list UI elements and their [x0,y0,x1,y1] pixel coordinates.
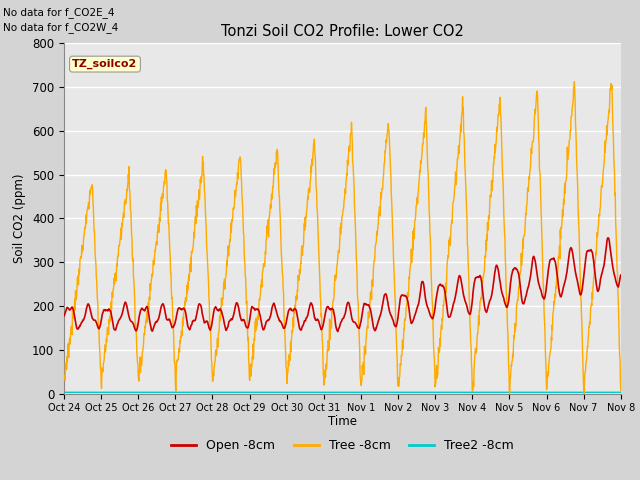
Tree2 -8cm [377,389,385,395]
Open -8cm [604,235,612,241]
Title: Tonzi Soil CO2 Profile: Lower CO2: Tonzi Soil CO2 Profile: Lower CO2 [221,24,464,39]
Tree -8cm [617,387,625,393]
Text: TZ_soilco2: TZ_soilco2 [72,59,138,69]
Tree -8cm [103,331,111,336]
Line: Open -8cm: Open -8cm [64,238,621,332]
Text: No data for f_CO2E_4: No data for f_CO2E_4 [3,7,115,18]
Open -8cm [308,301,316,307]
Open -8cm [103,307,111,313]
Open -8cm [126,316,134,322]
Tree -8cm [296,269,304,275]
Open -8cm [60,313,68,319]
Tree -8cm [506,391,513,396]
Tree -8cm [570,79,578,84]
Open -8cm [334,329,342,335]
Tree -8cm [377,190,385,195]
Tree2 -8cm [318,389,326,395]
Open -8cm [617,272,625,278]
Open -8cm [378,309,385,315]
X-axis label: Time: Time [328,415,357,428]
Tree -8cm [60,374,68,380]
Tree -8cm [126,187,134,193]
Legend: Open -8cm, Tree -8cm, Tree2 -8cm: Open -8cm, Tree -8cm, Tree2 -8cm [166,434,519,457]
Tree2 -8cm [103,389,111,395]
Line: Tree -8cm: Tree -8cm [64,82,621,394]
Tree2 -8cm [296,389,304,395]
Y-axis label: Soil CO2 (ppm): Soil CO2 (ppm) [13,174,26,263]
Tree2 -8cm [126,389,134,395]
Open -8cm [296,327,304,333]
Open -8cm [318,326,326,332]
Tree -8cm [308,156,316,162]
Tree2 -8cm [308,389,316,395]
Tree2 -8cm [617,389,625,395]
Tree2 -8cm [60,389,68,395]
Text: No data for f_CO2W_4: No data for f_CO2W_4 [3,22,118,33]
Tree -8cm [318,322,326,327]
